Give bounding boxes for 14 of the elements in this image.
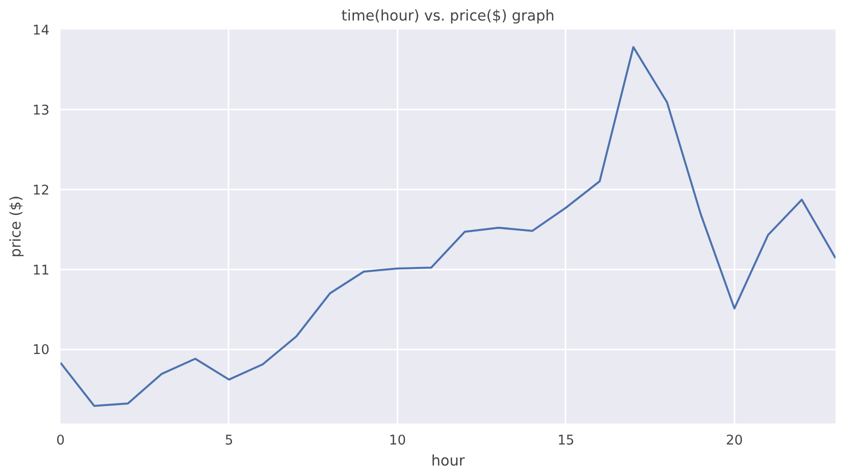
y-tick-label: 13 xyxy=(32,103,50,118)
y-axis-title: price ($) xyxy=(8,196,25,258)
x-tick-label: 10 xyxy=(388,434,406,448)
y-tick-label: 12 xyxy=(32,183,50,198)
y-tick-label: 11 xyxy=(32,263,50,278)
x-tick-label: 5 xyxy=(224,434,234,448)
line-series xyxy=(60,46,836,407)
x-tick-label: 0 xyxy=(56,434,65,448)
x-tick-label: 15 xyxy=(557,434,574,448)
x-tick-label: 20 xyxy=(726,434,743,448)
y-tick-label: 10 xyxy=(32,343,50,358)
y-tick-label: 14 xyxy=(32,24,50,38)
x-axis-title: hour xyxy=(431,452,466,470)
chart-title: time(hour) vs. price($) graph xyxy=(341,8,555,24)
